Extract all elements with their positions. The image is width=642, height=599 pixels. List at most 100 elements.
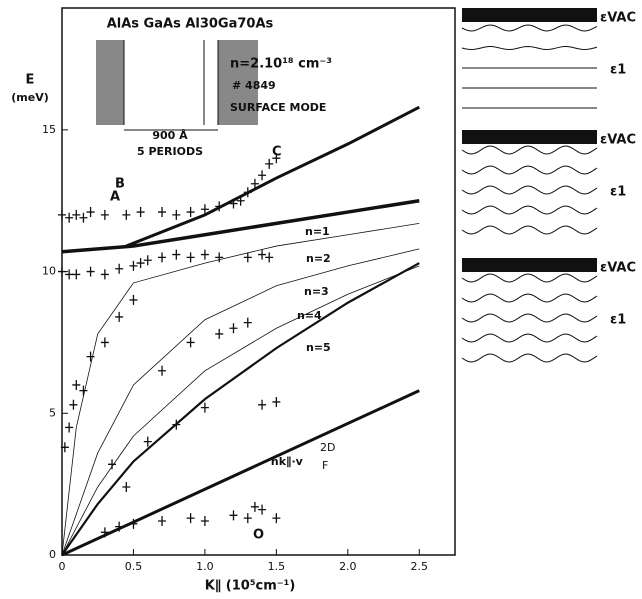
y-tick-label: 10 — [42, 265, 56, 278]
data-point — [258, 399, 267, 410]
curve-label: n=5 — [306, 341, 331, 354]
inset: AlAs GaAs Al30Ga70As n=2.10¹⁸ cm⁻³ # 484… — [96, 17, 332, 158]
data-point — [136, 207, 145, 218]
wave — [461, 293, 598, 303]
curve-label: n=3 — [304, 285, 329, 298]
y-tick-label: 15 — [42, 123, 56, 136]
data-point — [65, 422, 74, 433]
data-point — [229, 198, 238, 209]
vf-sub: F — [322, 459, 328, 472]
data-point — [186, 337, 195, 348]
curve — [125, 105, 420, 248]
data-point — [58, 209, 66, 220]
wave — [461, 165, 598, 175]
data-point — [272, 513, 281, 524]
data-point — [136, 258, 145, 269]
data-point — [258, 170, 267, 181]
data-point — [72, 209, 81, 220]
vac-layer — [462, 258, 597, 272]
data-point — [65, 269, 74, 280]
eps-vac: εVAC — [600, 11, 636, 26]
wave — [461, 145, 598, 155]
curve — [61, 262, 420, 556]
data-point — [100, 527, 109, 538]
curve-label: SURFACE MODE — [230, 101, 326, 114]
x-tick-label: 0.5 — [125, 560, 143, 573]
data-point — [100, 209, 109, 220]
vac-layer — [462, 8, 597, 22]
curve — [61, 265, 420, 556]
data-point — [265, 252, 274, 263]
data-point — [243, 252, 252, 263]
data-point — [86, 207, 95, 218]
data-point — [200, 249, 209, 260]
data-point — [69, 399, 78, 410]
wave — [461, 225, 598, 235]
eps-1: ε1 — [610, 63, 626, 78]
data-point — [250, 501, 259, 512]
curve-label: n=1 — [305, 225, 330, 238]
x-label: K∥ (10⁵cm⁻¹) — [205, 579, 296, 594]
data-point — [250, 178, 259, 189]
data-point — [265, 158, 274, 169]
x-tick-label: 0 — [59, 560, 66, 573]
wave — [461, 185, 598, 195]
data-point — [172, 249, 181, 260]
data-point — [100, 337, 109, 348]
data-point — [79, 212, 88, 223]
data-point — [143, 436, 152, 447]
data-point — [129, 518, 138, 529]
data-point — [58, 266, 66, 277]
inset-period: 900 Å — [152, 129, 188, 142]
wave — [461, 333, 598, 343]
data-point — [229, 323, 238, 334]
inset-materials: AlAs GaAs Al30Ga70As — [107, 17, 274, 32]
y-tick-label: 5 — [49, 406, 56, 419]
data-point — [86, 266, 95, 277]
curve — [61, 198, 420, 254]
eps-1: ε1 — [610, 185, 626, 200]
data-point — [172, 209, 181, 220]
branch-label: B — [115, 177, 125, 192]
data-point — [158, 365, 167, 376]
data-point — [108, 459, 117, 470]
data-point — [143, 255, 152, 266]
wave — [461, 45, 598, 50]
inset-density: n=2.10¹⁸ cm⁻³ — [230, 57, 332, 72]
curve — [61, 248, 420, 556]
eps-vac: εVAC — [600, 261, 636, 276]
data-point — [172, 419, 181, 430]
inset-layer — [96, 40, 124, 125]
data-point — [115, 263, 124, 274]
data-point — [60, 442, 69, 453]
data-point — [65, 212, 74, 223]
mode-panel: εVAC ε1 εVAC ε1 εVAC ε1 — [461, 8, 636, 363]
data-point — [200, 515, 209, 526]
eps-1: ε1 — [610, 313, 626, 328]
data-point — [200, 402, 209, 413]
wave — [461, 313, 598, 323]
data-point — [86, 351, 95, 362]
inset-layer — [218, 40, 258, 125]
data-point — [115, 521, 124, 532]
curve-label: ħk∥·v — [270, 455, 304, 468]
y-tick-label: 0 — [49, 548, 56, 561]
data-point — [79, 385, 88, 396]
data-point — [243, 513, 252, 524]
branch-label: A — [110, 190, 120, 205]
y-label: E — [26, 73, 35, 88]
data-point — [72, 269, 81, 280]
data-point — [243, 317, 252, 328]
branch-label: O — [253, 528, 264, 543]
data-point — [272, 396, 281, 407]
wave — [461, 353, 598, 363]
data-point — [186, 252, 195, 263]
curve-label: n=2 — [306, 252, 331, 265]
data-point — [215, 201, 224, 212]
branch-label: C — [272, 145, 282, 160]
data-point — [129, 260, 138, 271]
data-point — [158, 207, 167, 218]
data-point — [122, 209, 131, 220]
data-point — [243, 187, 252, 198]
eps-vac: εVAC — [600, 133, 636, 148]
